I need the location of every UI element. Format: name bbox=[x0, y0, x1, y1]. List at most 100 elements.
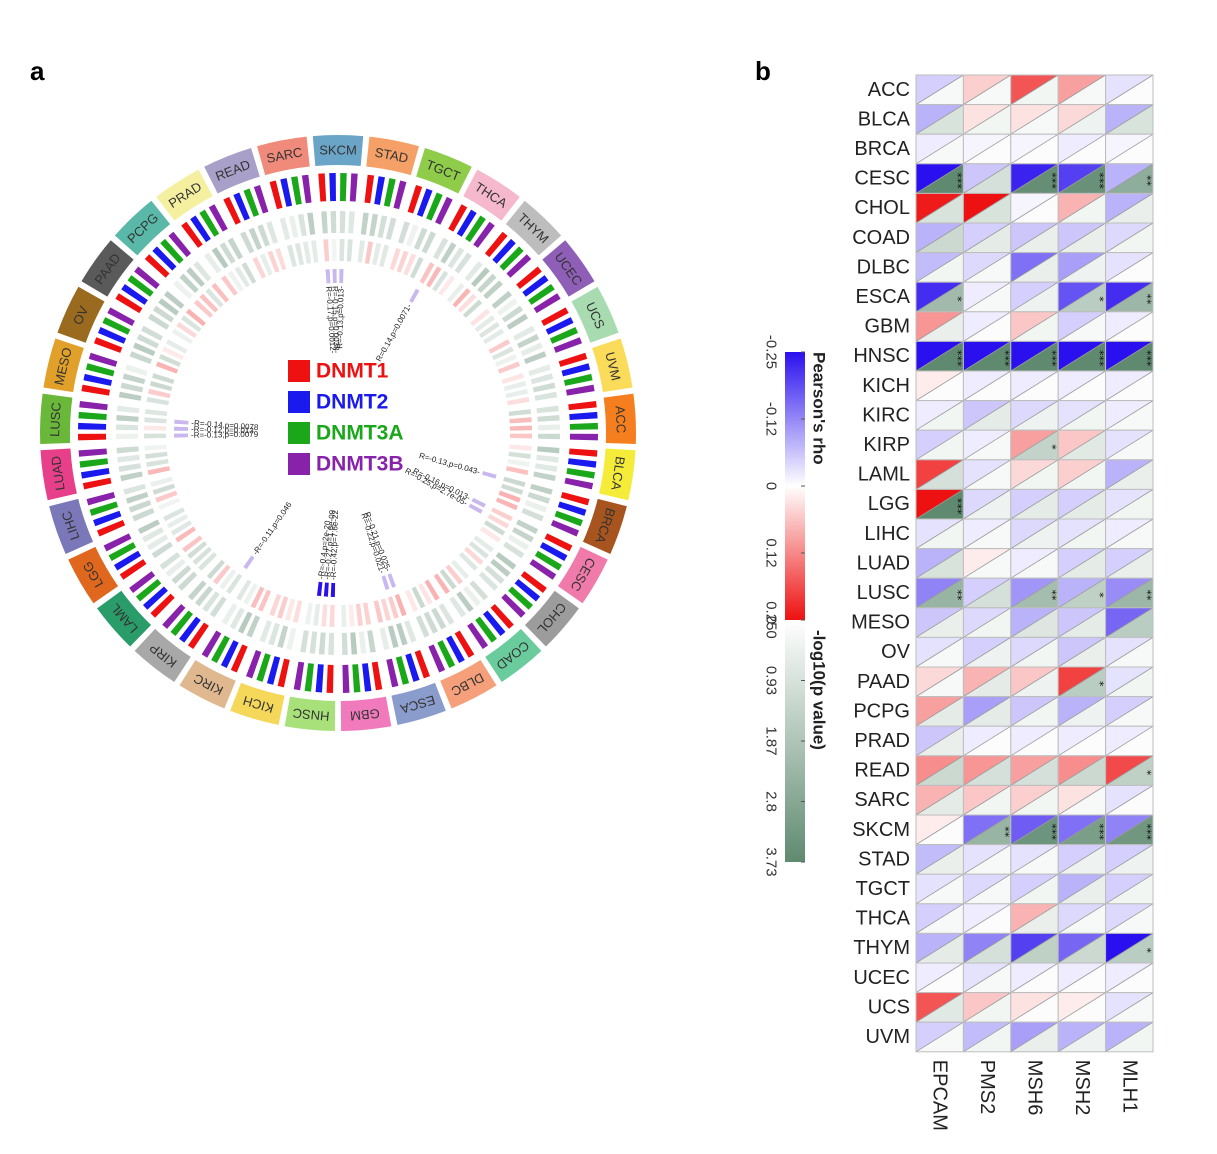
p-value-cell bbox=[464, 261, 483, 282]
cell-diagonal bbox=[1057, 252, 1106, 283]
cell-diagonal bbox=[915, 193, 964, 224]
sector-label: GBM bbox=[349, 706, 380, 724]
rho-cell bbox=[479, 526, 501, 543]
p-value-cell bbox=[266, 221, 278, 244]
rho-cell bbox=[148, 388, 171, 399]
p-value-cell bbox=[449, 596, 467, 618]
legend-item-dnmt1: DNMT1 bbox=[288, 360, 389, 383]
heatmap-cell bbox=[962, 133, 1012, 165]
heatmap-cell: *** bbox=[962, 340, 1012, 372]
p-value-cell bbox=[524, 500, 548, 513]
rho-cell bbox=[474, 315, 496, 333]
circos-sector-kirp: KIRP-R=-0.11,p=0.046 bbox=[134, 500, 294, 682]
row-label-tgct: TGCT bbox=[856, 878, 910, 900]
dnmt-bar-dnmt3a bbox=[85, 363, 115, 377]
heatmap-cell bbox=[962, 696, 1012, 727]
p-value-cell bbox=[151, 541, 173, 559]
dnmt-bar-dnmt3b bbox=[473, 221, 495, 248]
cell-diagonal bbox=[1105, 74, 1154, 105]
cell-diagonal bbox=[1010, 992, 1059, 1023]
rho-cell bbox=[250, 586, 265, 609]
rho-cell bbox=[451, 559, 470, 580]
p-value-cell bbox=[159, 552, 181, 570]
p-value-cell bbox=[227, 237, 243, 260]
dnmt-bar-dnmt1 bbox=[541, 307, 569, 326]
dnmt-bar-dnmt2 bbox=[545, 317, 574, 335]
significance-stars: * bbox=[1093, 681, 1106, 687]
colorbar-pvalue-gradient bbox=[785, 620, 805, 862]
p-value-cell bbox=[240, 231, 255, 254]
rho-cell bbox=[185, 308, 206, 327]
cell-diagonal bbox=[915, 311, 964, 342]
rho-cell bbox=[364, 241, 374, 264]
cell-diagonal bbox=[1057, 666, 1106, 697]
sector-label-box bbox=[592, 338, 633, 393]
cell-diagonal bbox=[1057, 1021, 1106, 1053]
heatmap-cell bbox=[915, 548, 964, 579]
dnmt-bar-dnmt2 bbox=[190, 215, 211, 243]
rho-cell bbox=[146, 458, 169, 468]
rho-cell bbox=[498, 490, 521, 503]
dnmt-bar-dnmt3a bbox=[135, 578, 162, 602]
correlation-annotation: R=0.14,p=0.0071- bbox=[374, 302, 413, 363]
p-value-cell bbox=[286, 627, 297, 651]
cell-diagonal bbox=[963, 844, 1012, 875]
cell-diagonal bbox=[1057, 785, 1106, 816]
dnmt-bar-dnmt2 bbox=[121, 284, 148, 305]
dnmt-bar-dnmt1 bbox=[484, 231, 508, 258]
significance-stars: ** bbox=[1141, 175, 1154, 187]
p-value-cell bbox=[495, 552, 517, 570]
rho-cell bbox=[409, 256, 424, 279]
rho-cell bbox=[144, 433, 167, 439]
p-value-cell bbox=[123, 483, 146, 495]
dnmt-bar-dnmt2 bbox=[78, 422, 107, 430]
dnmt-bar-dnmt3a bbox=[199, 209, 220, 237]
cell-diagonal bbox=[1105, 311, 1154, 342]
correlation-annotation: -R=-0.12,p=0.013 bbox=[191, 425, 254, 436]
dnmt-bar-dnmt1 bbox=[520, 571, 547, 594]
row-label-luad: LUAD bbox=[857, 552, 910, 574]
dnmt-bar-dnmt3a bbox=[569, 422, 598, 430]
heatmap-cell bbox=[962, 755, 1012, 786]
cell-diagonal bbox=[1010, 637, 1059, 668]
sector-label-box bbox=[312, 135, 364, 166]
pvalue-triangle bbox=[916, 1022, 964, 1052]
rho-cell bbox=[509, 425, 532, 431]
sector-label-box bbox=[416, 147, 472, 194]
sector-label-box bbox=[114, 200, 171, 256]
p-value-cell bbox=[385, 217, 397, 241]
rho-cell bbox=[205, 288, 224, 308]
cell-diagonal bbox=[1105, 163, 1154, 194]
cell-diagonal bbox=[1105, 429, 1154, 461]
p-value-cell bbox=[193, 261, 212, 282]
heatmap-cell bbox=[1105, 192, 1154, 224]
p-value-cell bbox=[404, 620, 417, 643]
p-value-cell bbox=[532, 382, 556, 393]
sector-label: LUAD bbox=[48, 455, 68, 491]
p-value-cell bbox=[516, 519, 539, 535]
significant-marker bbox=[471, 497, 486, 508]
cell-diagonal bbox=[915, 607, 964, 638]
heatmap-cell bbox=[1057, 104, 1107, 135]
rho-cell bbox=[170, 520, 193, 536]
heatmap-cell bbox=[1057, 844, 1107, 875]
cell-diagonal bbox=[1105, 370, 1154, 401]
significance-stars: *** bbox=[1046, 350, 1059, 367]
heatmap-cell: * bbox=[1010, 429, 1059, 461]
heatmap-cell bbox=[962, 725, 1012, 757]
p-value-cell bbox=[120, 471, 143, 482]
row-label-paad: PAAD bbox=[857, 671, 910, 693]
heatmap-cell bbox=[1057, 992, 1107, 1023]
rho-cell bbox=[389, 247, 401, 271]
heatmap-cell bbox=[1010, 607, 1059, 638]
rho-cell bbox=[503, 476, 526, 488]
rho-cell bbox=[158, 353, 181, 367]
p-value-cell bbox=[369, 213, 379, 237]
circos-sector-lgg: LGG bbox=[68, 507, 197, 604]
sector-label-box bbox=[49, 498, 94, 554]
heatmap-cell: *** bbox=[1010, 340, 1059, 372]
significant-marker bbox=[409, 288, 420, 303]
p-value-cell bbox=[122, 373, 146, 385]
significant-marker bbox=[387, 573, 397, 588]
